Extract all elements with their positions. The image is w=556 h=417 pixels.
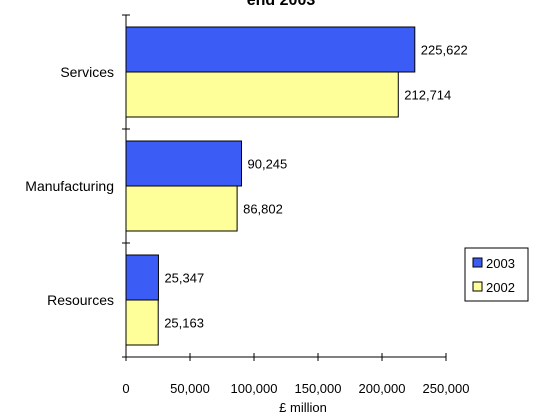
legend-label-2002: 2002 [486,280,515,295]
data-label-services-2002: 212,714 [404,88,451,103]
legend-box [464,247,529,302]
x-tick-label: 150,000 [295,381,342,396]
data-label-manufacturing-2002: 86,802 [243,202,283,217]
legend: 2003 2002 [464,247,529,302]
bar-services-2002 [125,71,399,118]
bars-group [125,26,416,346]
category-label-resources: Resources [47,292,114,308]
x-tick-label: 0 [122,381,129,396]
legend-label-2003: 2003 [486,256,515,271]
bar-services-2003 [125,26,416,73]
bar-resources-2003 [125,254,159,301]
category-labels: Services Manufacturing Resources [25,64,114,308]
data-label-services-2003: 225,622 [421,43,468,58]
chart-title: end 2003 [247,0,316,9]
legend-swatch-2002 [472,281,483,292]
tick-labels: 0 50,000 100,000 150,000 200,000 250,000 [122,381,469,396]
bar-manufacturing-2002 [125,185,238,232]
x-axis-label: £ million [279,400,327,415]
legend-swatch-2003 [472,257,483,268]
x-tick-label: 250,000 [423,381,470,396]
axes-group [122,14,447,361]
data-label-manufacturing-2003: 90,245 [248,157,288,172]
bar-resources-2002 [125,299,159,346]
x-tick-label: 100,000 [231,381,278,396]
data-label-resources-2003: 25,347 [164,271,204,286]
data-labels: 225,622 212,714 90,245 86,802 25,347 25,163 [164,43,468,331]
x-tick-label: 50,000 [170,381,210,396]
x-tick-label: 200,000 [359,381,406,396]
data-label-resources-2002: 25,163 [164,316,204,331]
category-label-manufacturing: Manufacturing [25,178,114,194]
bar-manufacturing-2003 [125,140,243,187]
category-label-services: Services [60,64,114,80]
